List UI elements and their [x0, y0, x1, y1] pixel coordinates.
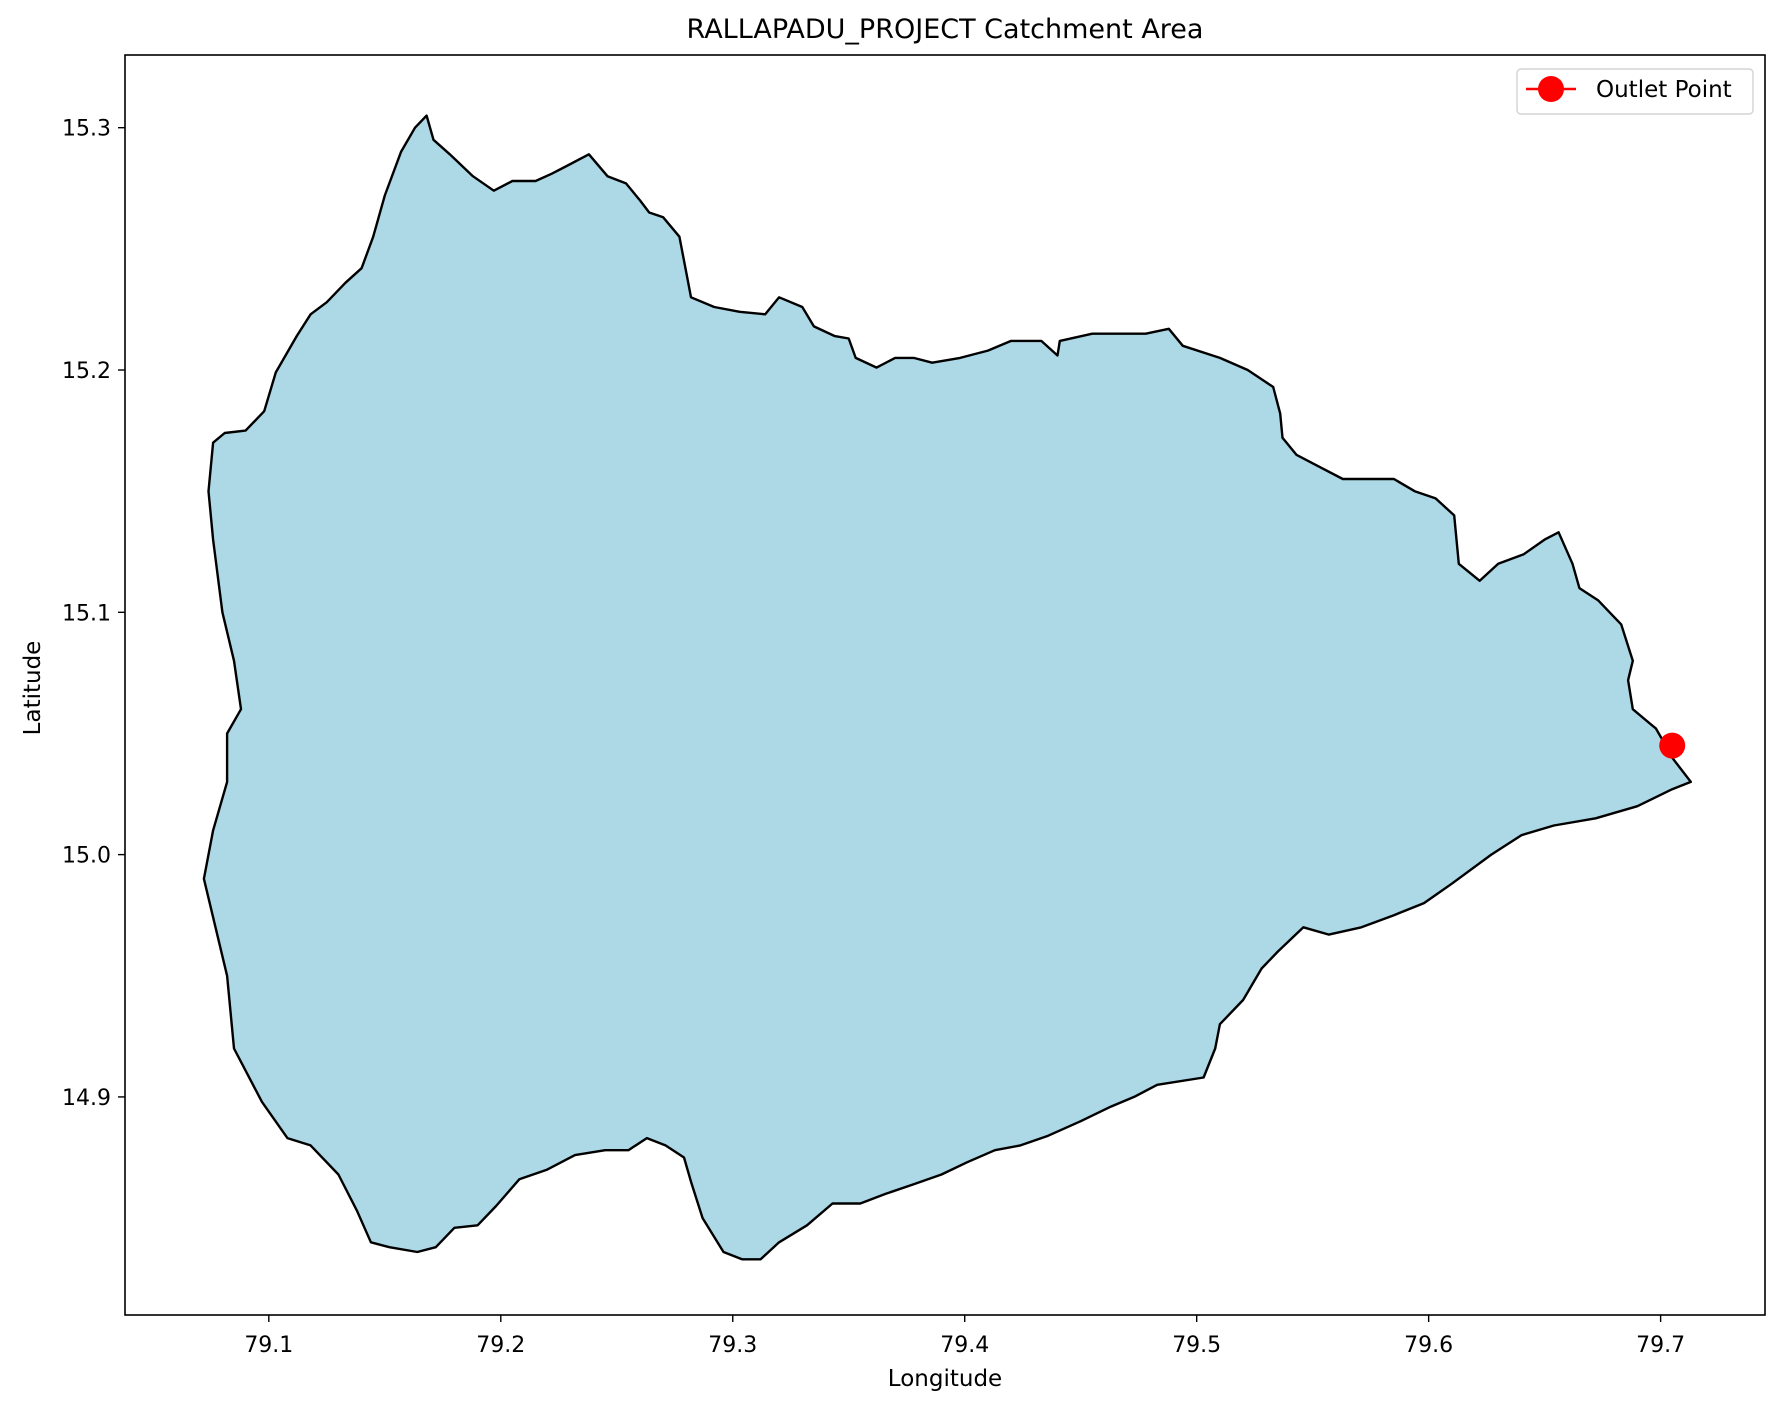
legend-marker-icon — [1538, 76, 1564, 102]
x-tick-label: 79.7 — [1636, 1333, 1685, 1358]
axes-frame — [124, 54, 1766, 1316]
plot-area — [202, 114, 1692, 1261]
x-tick-label: 79.1 — [244, 1333, 293, 1358]
y-tick-label: 14.9 — [62, 1086, 111, 1111]
chart-title: RALLAPADU_PROJECT Catchment Area — [687, 14, 1204, 45]
y-tick-label: 15.1 — [62, 601, 111, 626]
y-tick-label: 15.0 — [62, 844, 111, 869]
x-tick-label: 79.6 — [1404, 1333, 1453, 1358]
x-tick-label: 79.3 — [708, 1333, 757, 1358]
x-tick-label: 79.5 — [1172, 1333, 1221, 1358]
y-axis-label: Latitude — [20, 641, 46, 736]
x-tick-label: 79.2 — [476, 1333, 525, 1358]
x-axis-ticks: 79.1 79.2 79.3 79.4 79.5 79.6 79.7 — [244, 1315, 1685, 1358]
outlet-point-marker — [1659, 732, 1686, 759]
x-axis-label: Longitude — [888, 1366, 1002, 1392]
catchment-polygon — [202, 114, 1692, 1261]
y-axis-ticks: 14.9 15.0 15.1 15.2 15.3 — [62, 117, 125, 1111]
legend: Outlet Point — [1516, 68, 1754, 115]
y-tick-label: 15.2 — [62, 359, 111, 384]
legend-box — [1516, 68, 1754, 115]
legend-label: Outlet Point — [1596, 77, 1732, 103]
x-tick-label: 79.4 — [940, 1333, 989, 1358]
outlet-layer — [1659, 732, 1686, 759]
y-tick-label: 15.3 — [62, 117, 111, 142]
